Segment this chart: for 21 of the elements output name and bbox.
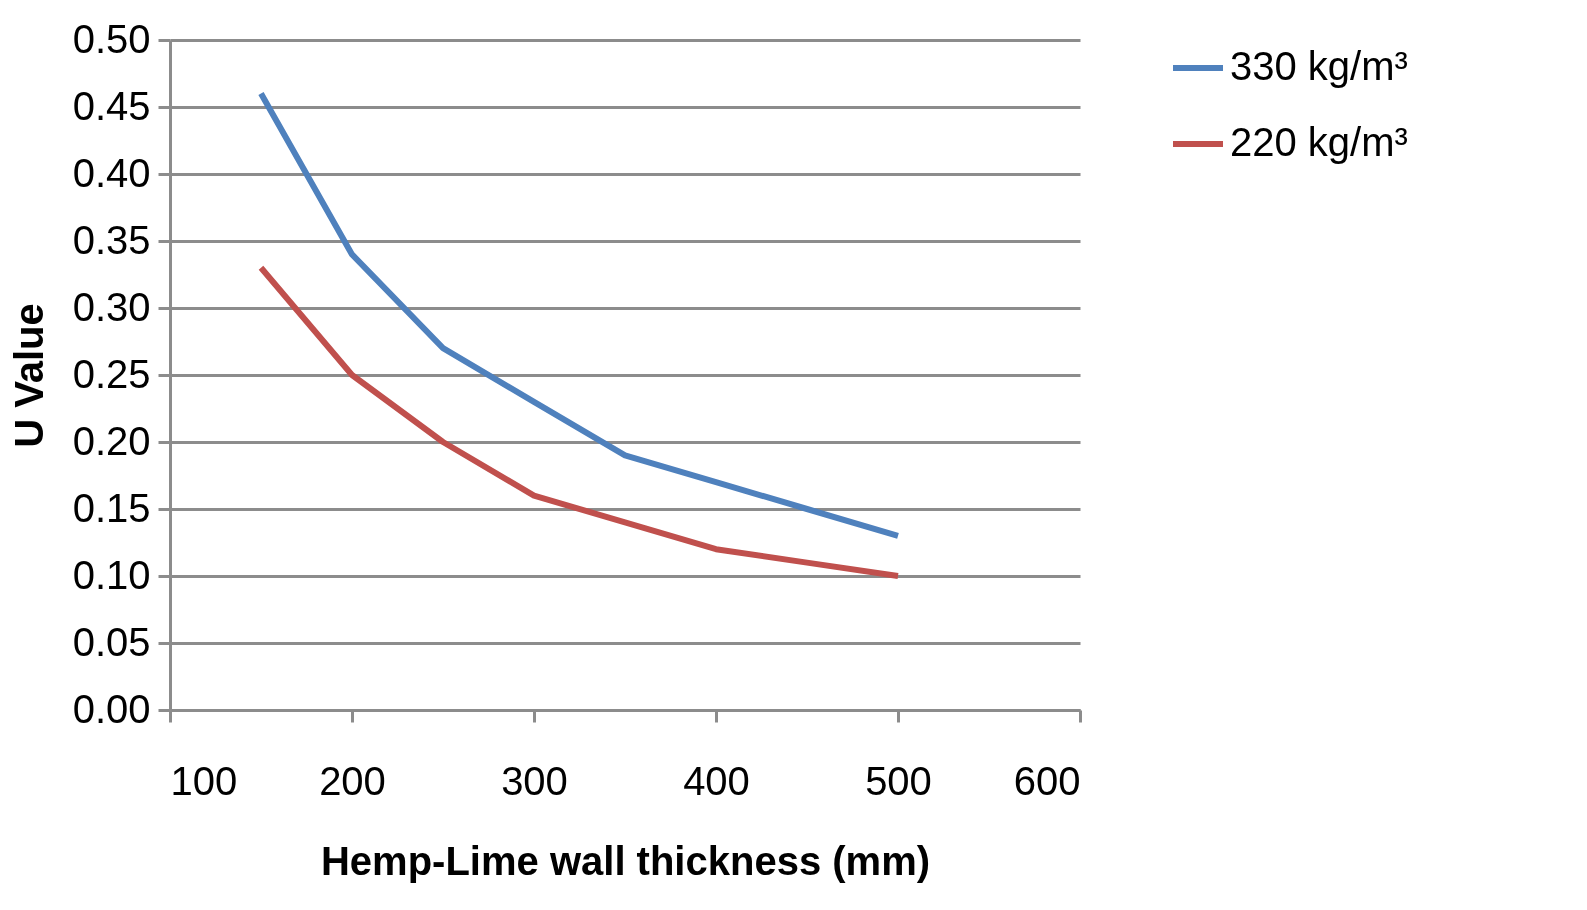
x-tick-label: 500	[865, 758, 932, 803]
y-axis-title: U Value	[6, 303, 51, 448]
y-tick-label: 0.05	[72, 619, 151, 664]
x-axis-title: Hemp-Lime wall thickness (mm)	[320, 838, 931, 883]
y-tick-label: 0.45	[72, 83, 151, 128]
legend-label: 220 kg/m³	[1230, 120, 1408, 164]
x-tick-label: 400	[683, 758, 750, 803]
legend-label: 330 kg/m³	[1230, 44, 1408, 88]
y-tick-label: 0.20	[72, 418, 151, 463]
x-tick-label: 100	[170, 758, 238, 803]
y-tick-label: 0.35	[72, 217, 151, 262]
y-tick-label: 0.25	[72, 351, 151, 396]
y-tick-label: 0.40	[72, 150, 151, 195]
x-tick-label: 600	[1013, 758, 1081, 803]
x-tick-label: 200	[319, 758, 386, 803]
y-tick-label: 0.30	[72, 284, 151, 329]
x-tick-label: 300	[501, 758, 568, 803]
y-tick-label: 0.15	[72, 485, 151, 530]
y-tick-label: 0.10	[72, 552, 151, 597]
y-tick-label: 0.50	[72, 16, 151, 61]
y-tick-label: 0.00	[72, 686, 151, 731]
